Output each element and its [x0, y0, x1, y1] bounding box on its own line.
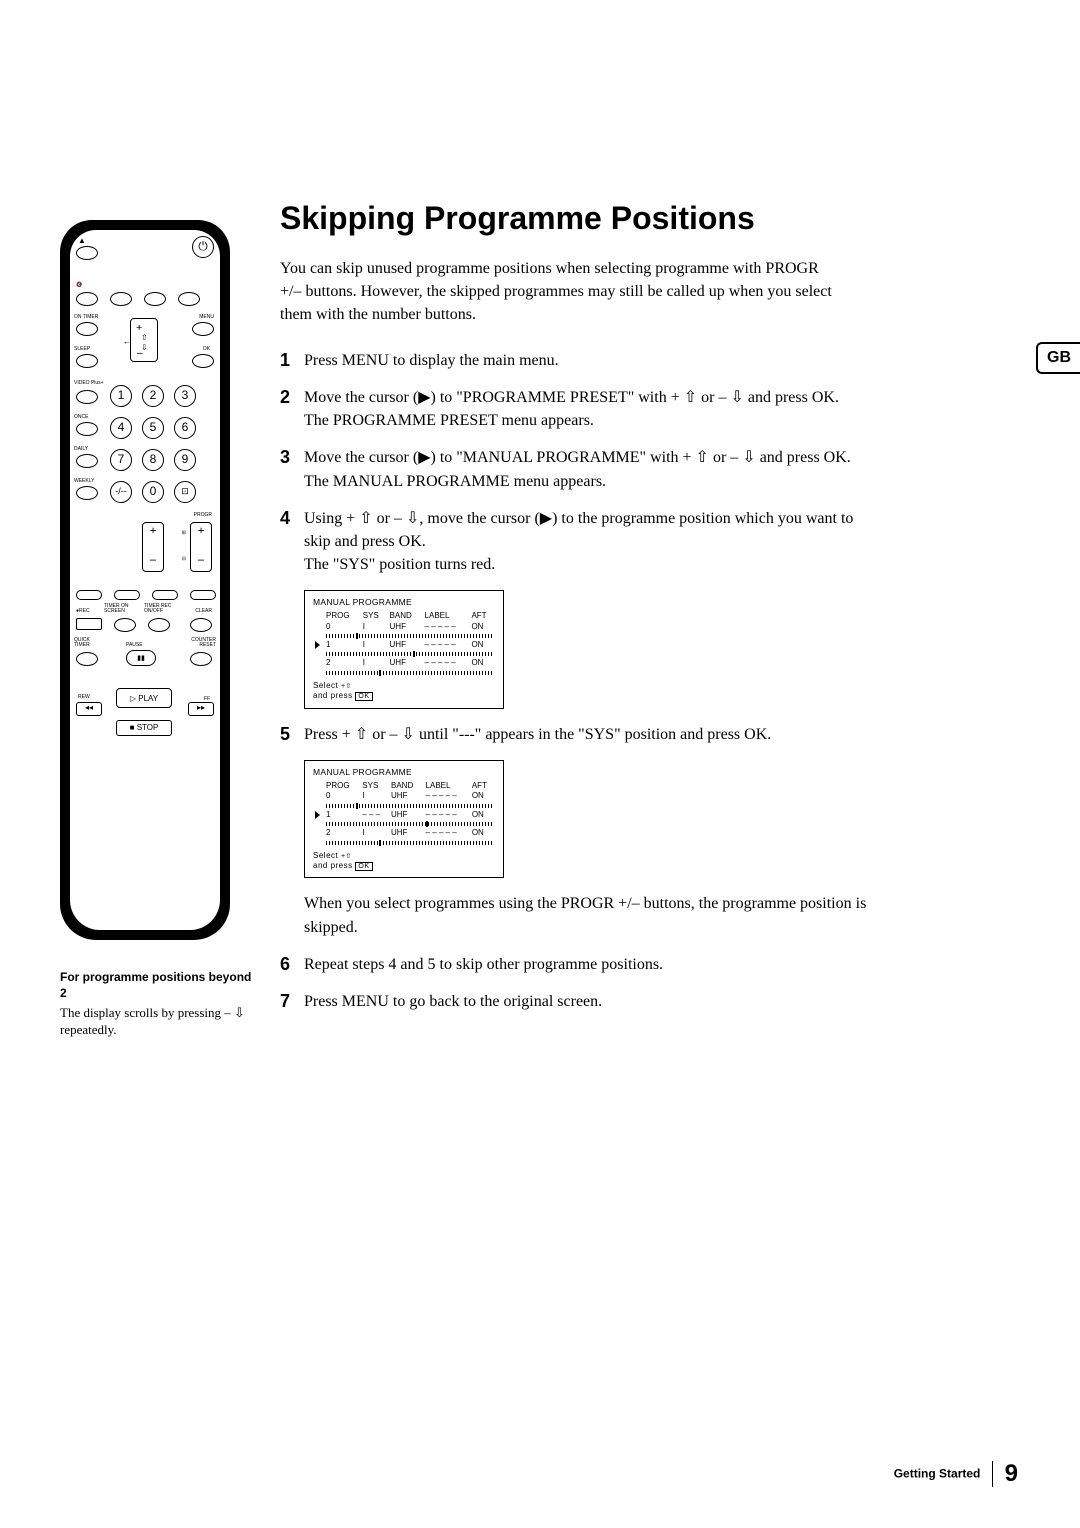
note-title: For programme positions beyond 2	[60, 970, 260, 1001]
step-number: 5	[280, 723, 304, 746]
step-3: 3 Move the cursor (▶) to "MANUAL PROGRAM…	[280, 446, 880, 492]
osd-title: MANUAL PROGRAMME	[313, 767, 495, 778]
step-number	[280, 892, 304, 938]
progr-label: PROGR	[194, 512, 212, 518]
clear-label: CLEAR	[195, 608, 212, 614]
col-aft: AFT	[470, 781, 495, 791]
sidebar-note: For programme positions beyond 2 The dis…	[60, 970, 260, 1039]
enter-button: ⊡	[174, 481, 196, 503]
osd-footer: Select +⇧ and press OK	[313, 851, 495, 876]
step-1: 1 Press MENU to display the main menu.	[280, 349, 880, 372]
pause-label: PAUSE	[126, 642, 143, 648]
teletext-button	[144, 292, 166, 306]
daily-button	[76, 454, 98, 468]
osd-footer: Select +⇧ and press OK	[313, 681, 495, 706]
note-body: The display scrolls by pressing – ⇩ repe…	[60, 1005, 260, 1039]
menu-button	[192, 322, 214, 336]
osd-screen-1: MANUAL PROGRAMME PROG SYS BAND LABEL AFT…	[304, 590, 504, 708]
timer-on-screen-label: TIMER ONSCREEN	[104, 604, 128, 614]
eject-button	[76, 246, 98, 260]
num-7: 7	[110, 449, 132, 471]
mute-button	[76, 292, 98, 306]
step-2: 2 Move the cursor (▶) to "PROGRAMME PRES…	[280, 386, 880, 432]
num-5: 5	[142, 417, 164, 439]
main-column: Skipping Programme Positions You can ski…	[280, 200, 980, 1028]
col-sys: SYS	[360, 781, 389, 791]
footer-page: 9	[1005, 1460, 1018, 1487]
step-body: Using + ⇧ or – ⇩, move the cursor (▶) to…	[304, 507, 880, 577]
step-body: When you select programmes using the PRO…	[304, 892, 880, 938]
ok-button	[192, 354, 214, 368]
col-sys: SYS	[361, 611, 388, 621]
step-5-result: When you select programmes using the PRO…	[280, 892, 880, 938]
num-9: 9	[174, 449, 196, 471]
step-number: 4	[280, 507, 304, 577]
weekly-button	[76, 486, 98, 500]
osd-table: PROG SYS BAND LABEL AFT 0IUHF– – – – –ON…	[313, 611, 495, 677]
ok-label: OK	[203, 346, 210, 352]
step-4: 4 Using + ⇧ or – ⇩, move the cursor (▶) …	[280, 507, 880, 577]
num-3: 3	[174, 385, 196, 407]
step-number: 3	[280, 446, 304, 492]
counter-reset-label: COUNTERRESET	[191, 638, 216, 648]
rew-label: REW	[78, 694, 90, 700]
step-number: 6	[280, 953, 304, 976]
videoplus-label: VIDEO Plus+	[74, 380, 104, 386]
quick-timer-label: QUICKTIMER	[74, 638, 90, 648]
num-1: 1	[110, 385, 132, 407]
col-aft: AFT	[469, 611, 495, 621]
play-button: ▷ PLAY	[116, 688, 172, 708]
step-body: Press MENU to display the main menu.	[304, 349, 559, 372]
num-0: 0	[142, 481, 164, 503]
step-body: Repeat steps 4 and 5 to skip other progr…	[304, 953, 663, 976]
step-body: Press MENU to go back to the original sc…	[304, 990, 602, 1013]
step-number: 2	[280, 386, 304, 432]
col-band: BAND	[389, 781, 424, 791]
videoplus-button	[76, 390, 98, 404]
on-timer-label: ON TIMER	[74, 314, 98, 320]
display-button	[110, 292, 132, 306]
power-button: ⏻	[192, 236, 214, 258]
step-body: Move the cursor (▶) to "MANUAL PROGRAMME…	[304, 446, 851, 492]
menu-label: MENU	[199, 314, 214, 320]
step-number: 7	[280, 990, 304, 1013]
num-dash: -/--	[110, 481, 132, 503]
step-number: 1	[280, 349, 304, 372]
weekly-label: WEEKLY	[74, 478, 94, 484]
num-4: 4	[110, 417, 132, 439]
col-prog: PROG	[324, 781, 360, 791]
osd-screen-2: MANUAL PROGRAMME PROG SYS BAND LABEL AFT…	[304, 760, 504, 878]
once-label: ONCE	[74, 414, 88, 420]
once-button	[76, 422, 98, 436]
step-body: Press + ⇧ or – ⇩ until "---" appears in …	[304, 723, 771, 746]
stop-button: ■ STOP	[116, 720, 172, 736]
step-body: Move the cursor (▶) to "PROGRAMME PRESET…	[304, 386, 839, 432]
timer-rec-label: TIMER RECON/OFF	[144, 604, 172, 614]
page-title: Skipping Programme Positions	[280, 200, 980, 237]
input-button	[178, 292, 200, 306]
step-5: 5 Press + ⇧ or – ⇩ until "---" appears i…	[280, 723, 880, 746]
col-prog: PROG	[324, 611, 361, 621]
remote-illustration: ▲ ⏻ 🔇 ON TIMER MENU + – ⇧ ⇩ ← SLEE	[60, 220, 230, 940]
num-2: 2	[142, 385, 164, 407]
footer-divider	[992, 1461, 993, 1487]
footer-section: Getting Started	[894, 1466, 981, 1480]
sleep-button	[76, 354, 98, 368]
rec-label: ●REC	[76, 608, 90, 614]
col-band: BAND	[388, 611, 423, 621]
page-footer: Getting Started 9	[894, 1460, 1018, 1488]
col-label: LABEL	[424, 781, 470, 791]
num-8: 8	[142, 449, 164, 471]
on-timer-button	[76, 322, 98, 336]
col-label: LABEL	[423, 611, 470, 621]
intro-text: You can skip unused programme positions …	[280, 257, 840, 327]
osd-title: MANUAL PROGRAMME	[313, 597, 495, 608]
step-7: 7 Press MENU to go back to the original …	[280, 990, 880, 1013]
step-6: 6 Repeat steps 4 and 5 to skip other pro…	[280, 953, 880, 976]
sleep-label: SLEEP	[74, 346, 90, 352]
language-tab: GB	[1036, 342, 1080, 374]
num-6: 6	[174, 417, 196, 439]
daily-label: DAILY	[74, 446, 88, 452]
osd-table: PROG SYS BAND LABEL AFT 0IUHF– – – – –ON…	[313, 781, 495, 847]
